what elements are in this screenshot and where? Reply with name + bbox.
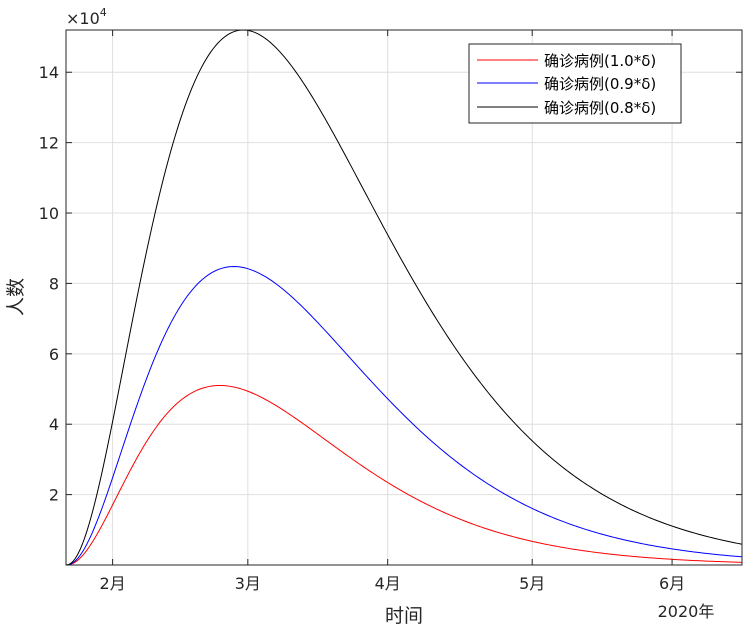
series-layer: [65, 29, 743, 566]
y-tick-label: 6: [49, 345, 59, 364]
y-tick-label: 4: [49, 415, 59, 434]
legend-entry: 确诊病例(1.0*δ): [477, 52, 656, 70]
x-tick-label: 4月: [375, 574, 401, 593]
y-tick-label: 8: [49, 274, 59, 293]
series-line: [65, 266, 743, 566]
x-tick-label: 2月: [100, 574, 126, 593]
x-tick-label: 6月: [659, 574, 685, 593]
series-line: [65, 29, 743, 566]
x-tick-label: 5月: [519, 574, 545, 593]
legend: 确诊病例(1.0*δ) 确诊病例(0.9*δ) 确诊病例(0.8*δ): [468, 43, 682, 124]
y-tick-label: 10: [39, 204, 59, 223]
y-axis-label: 人数: [5, 278, 27, 316]
y-exponent-label: ×104: [66, 6, 107, 28]
y-tick-label: 2: [49, 486, 59, 505]
legend-entry: 确诊病例(0.9*δ): [477, 75, 656, 93]
x-year-label: 2020年: [658, 602, 715, 621]
ticks: 2月 3月 4月 5月 6月 2 4 6 8 10 12 14: [39, 30, 742, 593]
x-tick-label: 3月: [235, 574, 261, 593]
y-tick-label: 12: [39, 134, 59, 153]
grid: [66, 30, 742, 565]
legend-text: 确诊病例(0.9*δ): [544, 75, 656, 93]
y-tick-label: 14: [39, 63, 59, 82]
legend-entry: 确诊病例(0.8*δ): [477, 99, 656, 117]
legend-text: 确诊病例(0.8*δ): [544, 99, 656, 117]
series-line: [65, 384, 743, 566]
legend-text: 确诊病例(1.0*δ): [544, 52, 656, 70]
axes-box: [65, 29, 743, 566]
x-axis-label: 时间: [385, 605, 423, 627]
